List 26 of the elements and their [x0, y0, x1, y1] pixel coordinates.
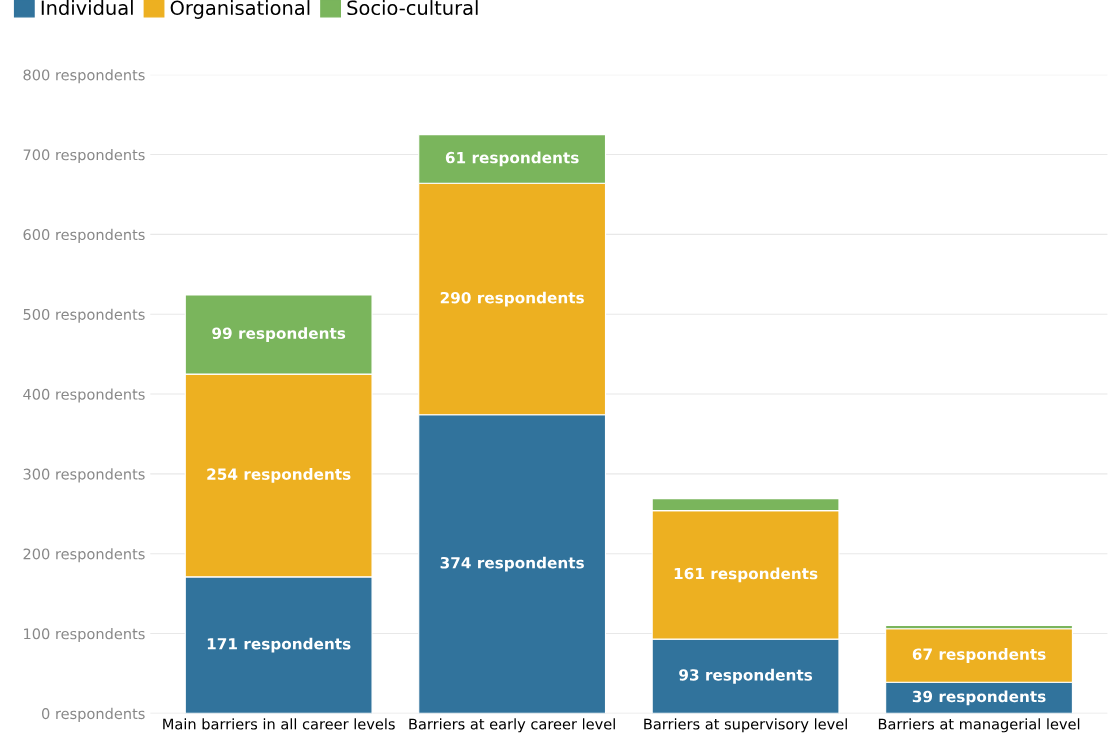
- legend-label: Organisational: [170, 0, 310, 19]
- data-label: 61 respondents: [445, 151, 579, 167]
- legend-label: Individual: [41, 0, 133, 16]
- y-tick-label: 400 respondents: [23, 388, 145, 403]
- data-label: 93 respondents: [679, 668, 813, 684]
- data-label: 290 respondents: [440, 291, 584, 307]
- y-tick-label: 600 respondents: [23, 228, 145, 243]
- data-label: 161 respondents: [674, 567, 818, 583]
- data-label: 171 respondents: [207, 637, 351, 653]
- y-tick-label: 500 respondents: [23, 308, 145, 323]
- legend-label: Socio-cultural: [347, 0, 478, 16]
- y-tick-label: 800 respondents: [23, 69, 145, 84]
- data-label: 39 respondents: [912, 690, 1046, 706]
- y-tick-label: 700 respondents: [23, 149, 145, 164]
- x-tick-label: Barriers at supervisory level: [644, 718, 847, 733]
- x-tick-label: Barriers at early career level: [409, 718, 615, 733]
- data-label: 67 respondents: [912, 648, 1046, 663]
- data-label: 99 respondents: [212, 327, 346, 342]
- data-label: 254 respondents: [207, 468, 351, 483]
- y-tick-label: 0 respondents: [41, 707, 145, 722]
- data-label: 374 respondents: [440, 556, 584, 572]
- x-tick-label: Main barriers in all career levels: [163, 718, 395, 730]
- x-tick-label: Barriers at managerial level: [878, 718, 1080, 733]
- y-tick-label: 300 respondents: [23, 468, 145, 483]
- y-tick-label: 100 respondents: [24, 628, 145, 643]
- y-tick-label: 200 respondents: [23, 548, 145, 563]
